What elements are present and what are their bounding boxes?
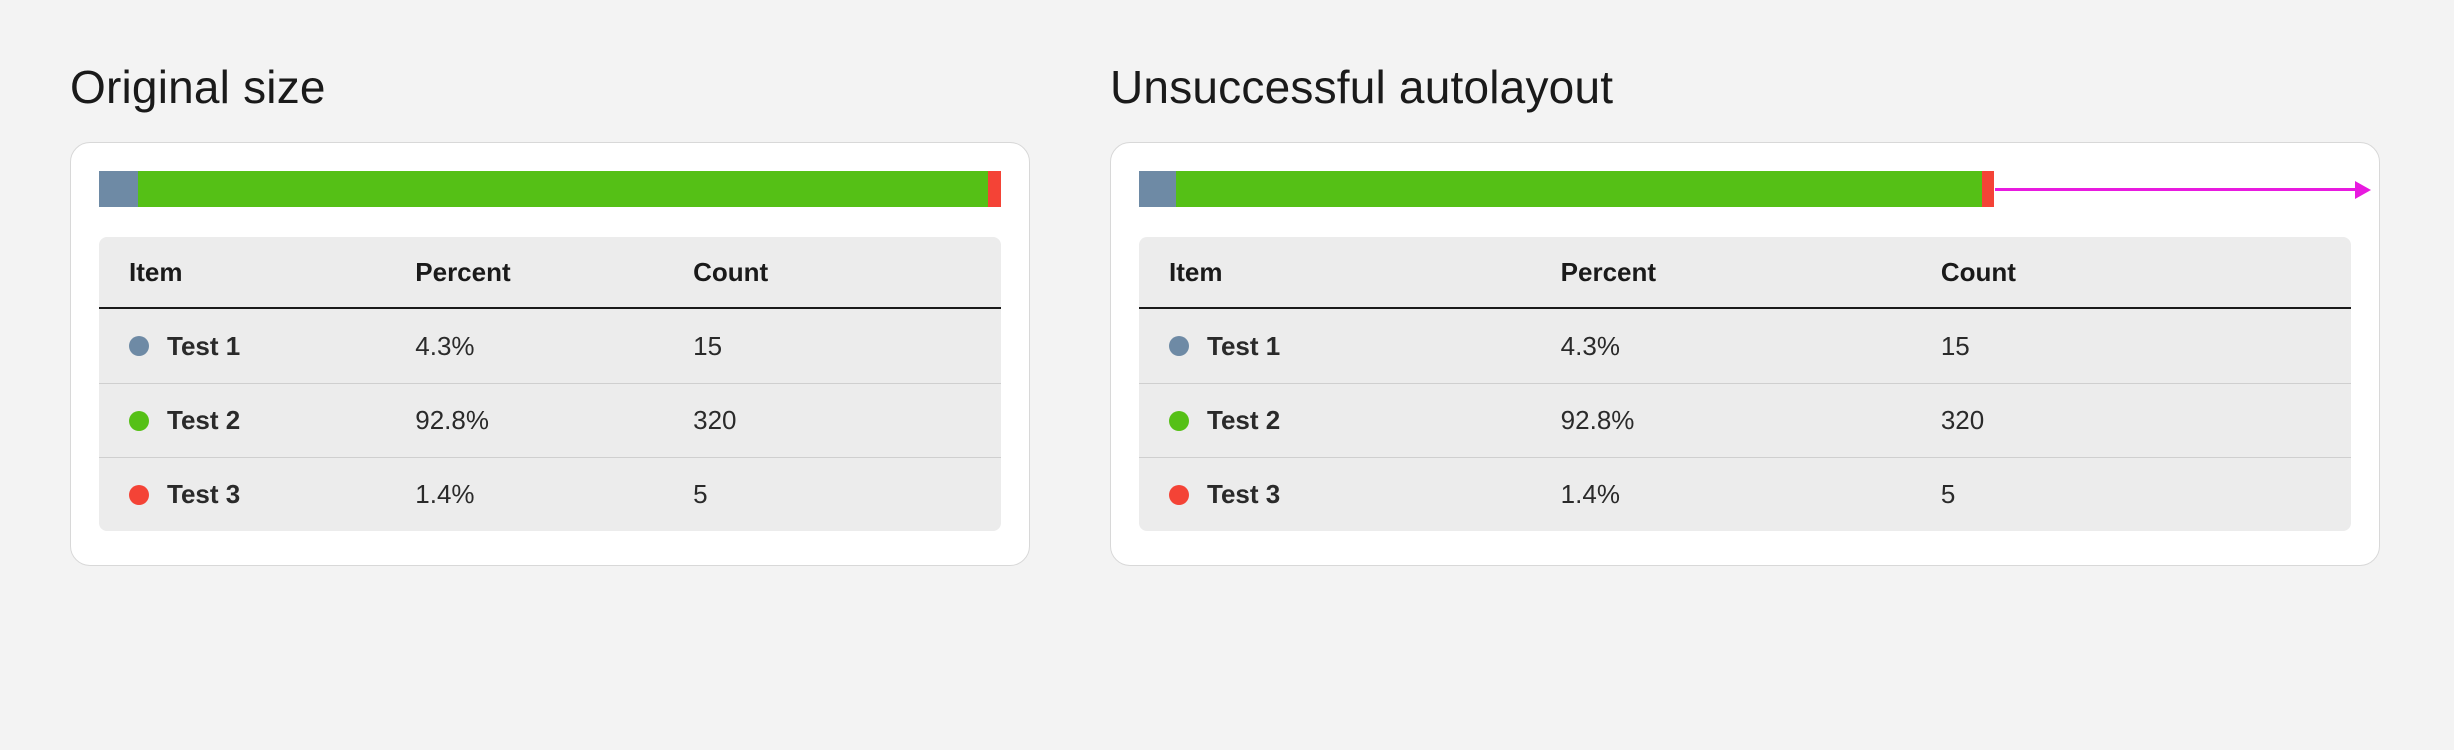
data-table-left: Item Percent Count Test 1 4.3%15 Test 2 92.…: [99, 237, 1001, 531]
col-header-item: Item: [1169, 257, 1561, 288]
cell-percent: 1.4%: [415, 479, 693, 510]
bar-segment-test3: [1982, 171, 1994, 207]
table-row: Test 3 1.4%5: [99, 457, 1001, 531]
bar-segment-test1: [1139, 171, 1176, 207]
comparison-stage: Original size Item Percent Count Test 1 4…: [0, 0, 2454, 750]
legend-dot-icon: [1169, 336, 1189, 356]
cell-item-label: Test 1: [167, 331, 240, 362]
table-header: Item Percent Count: [99, 237, 1001, 309]
cell-percent: 92.8%: [1561, 405, 1941, 436]
cell-count: 15: [1941, 331, 2321, 362]
bar-segment-test2: [138, 171, 988, 207]
right-title: Unsuccessful autolayout: [1110, 60, 2384, 114]
cell-percent: 92.8%: [415, 405, 693, 436]
cell-count: 5: [1941, 479, 2321, 510]
cell-count: 320: [1941, 405, 2321, 436]
cell-item: Test 3: [129, 479, 415, 510]
col-header-count: Count: [693, 257, 971, 288]
table-row: Test 2 92.8%320: [99, 383, 1001, 457]
legend-dot-icon: [1169, 485, 1189, 505]
cell-percent: 4.3%: [1561, 331, 1941, 362]
cell-item: Test 2: [1169, 405, 1561, 436]
left-card: Item Percent Count Test 1 4.3%15 Test 2 92.…: [70, 142, 1030, 566]
overflow-arrow-head-icon: [2355, 181, 2371, 199]
col-header-percent: Percent: [415, 257, 693, 288]
cell-item-label: Test 2: [167, 405, 240, 436]
stacked-bar-left: [99, 171, 1001, 207]
legend-dot-icon: [129, 411, 149, 431]
bar-segment-test2: [1176, 171, 1982, 207]
stacked-bar-right: [1139, 171, 1994, 207]
table-row: Test 1 4.3%15: [99, 309, 1001, 383]
right-card: Item Percent Count Test 1 4.3%15 Test 2 92.…: [1110, 142, 2380, 566]
col-header-item: Item: [129, 257, 415, 288]
data-table-right: Item Percent Count Test 1 4.3%15 Test 2 92.…: [1139, 237, 2351, 531]
legend-dot-icon: [129, 485, 149, 505]
legend-dot-icon: [129, 336, 149, 356]
overflow-arrow-line: [1995, 188, 2355, 191]
right-column: Unsuccessful autolayout Item Percent Cou…: [1110, 60, 2384, 750]
table-row: Test 1 4.3%15: [1139, 309, 2351, 383]
cell-item-label: Test 3: [167, 479, 240, 510]
cell-item-label: Test 3: [1207, 479, 1280, 510]
cell-item: Test 2: [129, 405, 415, 436]
bar-segment-test1: [99, 171, 138, 207]
cell-count: 320: [693, 405, 971, 436]
left-title: Original size: [70, 60, 1030, 114]
table-row: Test 2 92.8%320: [1139, 383, 2351, 457]
cell-percent: 1.4%: [1561, 479, 1941, 510]
cell-item: Test 3: [1169, 479, 1561, 510]
cell-item: Test 1: [1169, 331, 1561, 362]
cell-percent: 4.3%: [415, 331, 693, 362]
cell-item: Test 1: [129, 331, 415, 362]
table-header: Item Percent Count: [1139, 237, 2351, 309]
col-header-count: Count: [1941, 257, 2321, 288]
cell-item-label: Test 1: [1207, 331, 1280, 362]
cell-count: 5: [693, 479, 971, 510]
table-row: Test 3 1.4%5: [1139, 457, 2351, 531]
col-header-percent: Percent: [1561, 257, 1941, 288]
cell-item-label: Test 2: [1207, 405, 1280, 436]
bar-segment-test3: [988, 171, 1001, 207]
legend-dot-icon: [1169, 411, 1189, 431]
left-column: Original size Item Percent Count Test 1 4…: [70, 60, 1030, 750]
cell-count: 15: [693, 331, 971, 362]
